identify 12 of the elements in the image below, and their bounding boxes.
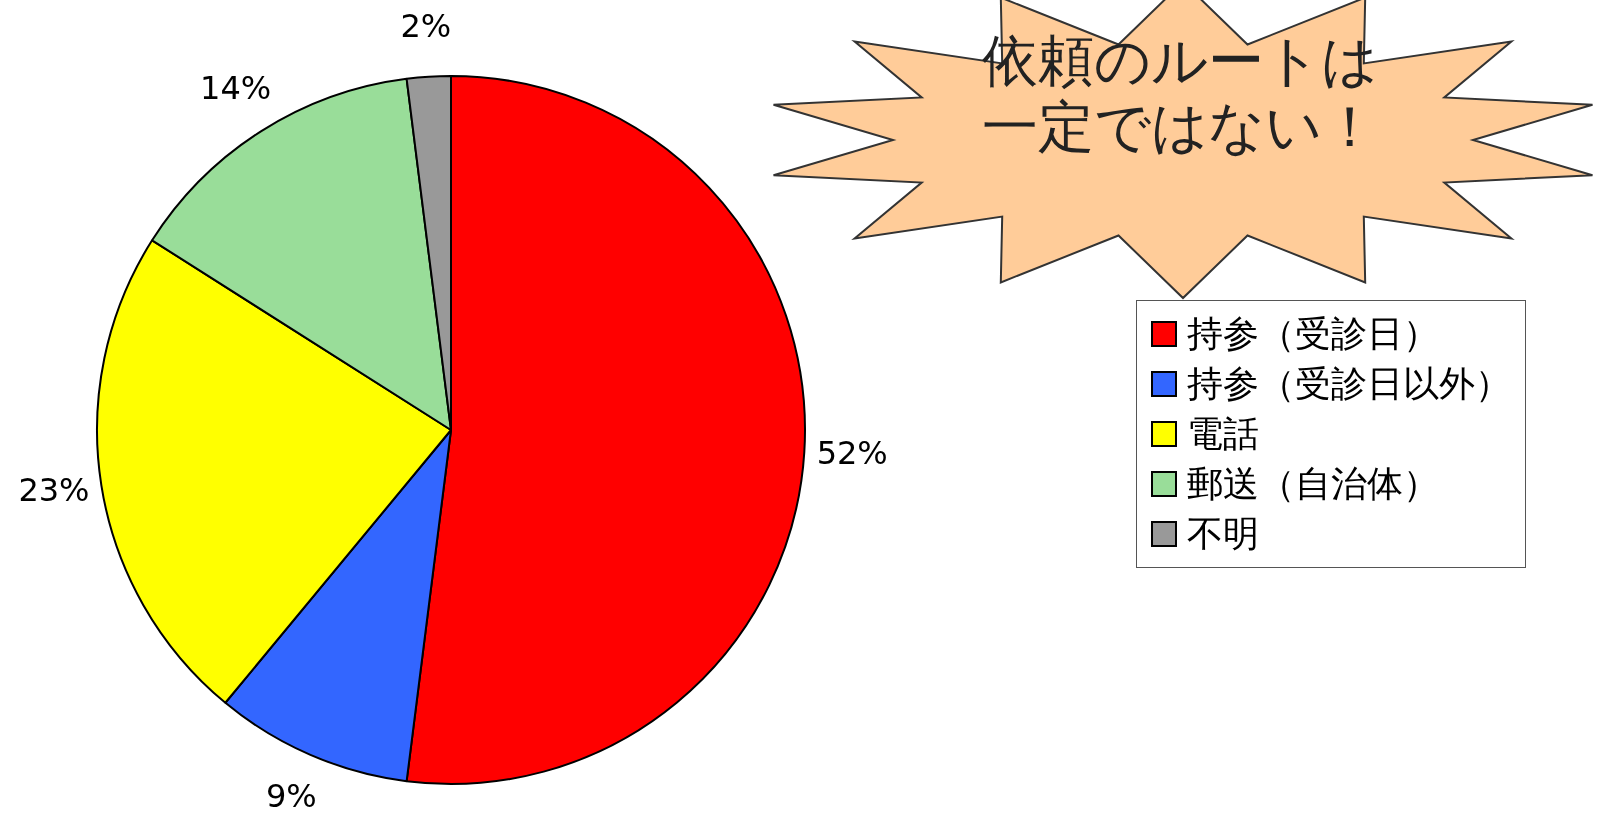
legend-label: 持参（受診日以外） [1187,361,1511,406]
legend-label: 不明 [1187,511,1259,556]
data-label: 9% [265,777,317,816]
text: 依頼のルートは [981,28,1379,94]
data-label: 52% [816,433,888,472]
data-label: 14% [200,68,272,107]
data-label: 2% [400,7,452,46]
legend-label: 持参（受診日） [1187,311,1439,356]
data-label: 23% [18,471,90,510]
legend-label: 郵送（自治体） [1187,461,1439,506]
text: 一定ではない！ [981,94,1379,160]
legend-label: 電話 [1187,411,1259,456]
